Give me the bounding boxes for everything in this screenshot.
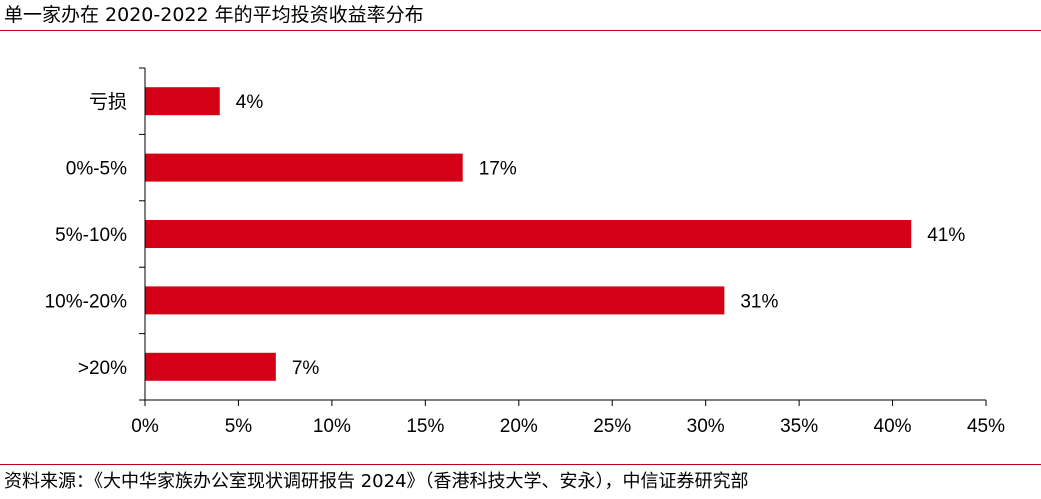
category-label-3: 5%-10% bbox=[55, 225, 127, 246]
x-tick-label-4: 15% bbox=[406, 416, 444, 437]
x-tick-label-7: 30% bbox=[687, 416, 725, 437]
x-tick-label-10: 45% bbox=[967, 416, 1005, 437]
source-rule bbox=[0, 464, 1041, 465]
data-label-4: 31% bbox=[740, 291, 778, 312]
category-label-2: 0%-5% bbox=[66, 159, 127, 180]
bar-2 bbox=[145, 153, 463, 182]
x-tick-label-5: 20% bbox=[500, 416, 538, 437]
bar-4 bbox=[145, 286, 725, 315]
data-label-2: 17% bbox=[479, 159, 517, 180]
data-label-5: 7% bbox=[292, 358, 320, 379]
axes-layer bbox=[139, 67, 987, 406]
x-tick-label-1: 0% bbox=[131, 416, 159, 437]
category-label-5: >20% bbox=[78, 358, 127, 379]
labels-layer: 4% 亏损 17% 0%-5% 41% 5%-10% 31% 10%-20% 7% >20% 0% 5… bbox=[45, 91, 1006, 437]
chart-title: 单一家办在 2020-2022 年的平均投资收益率分布 bbox=[4, 4, 424, 26]
x-tick-label-6: 25% bbox=[593, 416, 631, 437]
title-rule bbox=[0, 30, 1041, 31]
bar-1 bbox=[145, 87, 220, 116]
source-note: 资料来源：《大中华家族办公室现状调研报告 2024》（香港科技大学、安永），中信… bbox=[4, 471, 749, 492]
data-label-1: 4% bbox=[236, 92, 264, 113]
category-label-4: 10%-20% bbox=[45, 291, 127, 312]
x-tick-label-3: 10% bbox=[313, 416, 351, 437]
bar-5 bbox=[145, 352, 276, 381]
category-label-1: 亏损 bbox=[89, 91, 127, 113]
x-tick-label-9: 40% bbox=[874, 416, 912, 437]
x-tick-label-8: 35% bbox=[780, 416, 818, 437]
bar-3 bbox=[145, 220, 912, 248]
x-tick-label-2: 5% bbox=[225, 416, 253, 437]
bars-layer bbox=[145, 87, 912, 381]
data-label-3: 41% bbox=[927, 225, 965, 246]
